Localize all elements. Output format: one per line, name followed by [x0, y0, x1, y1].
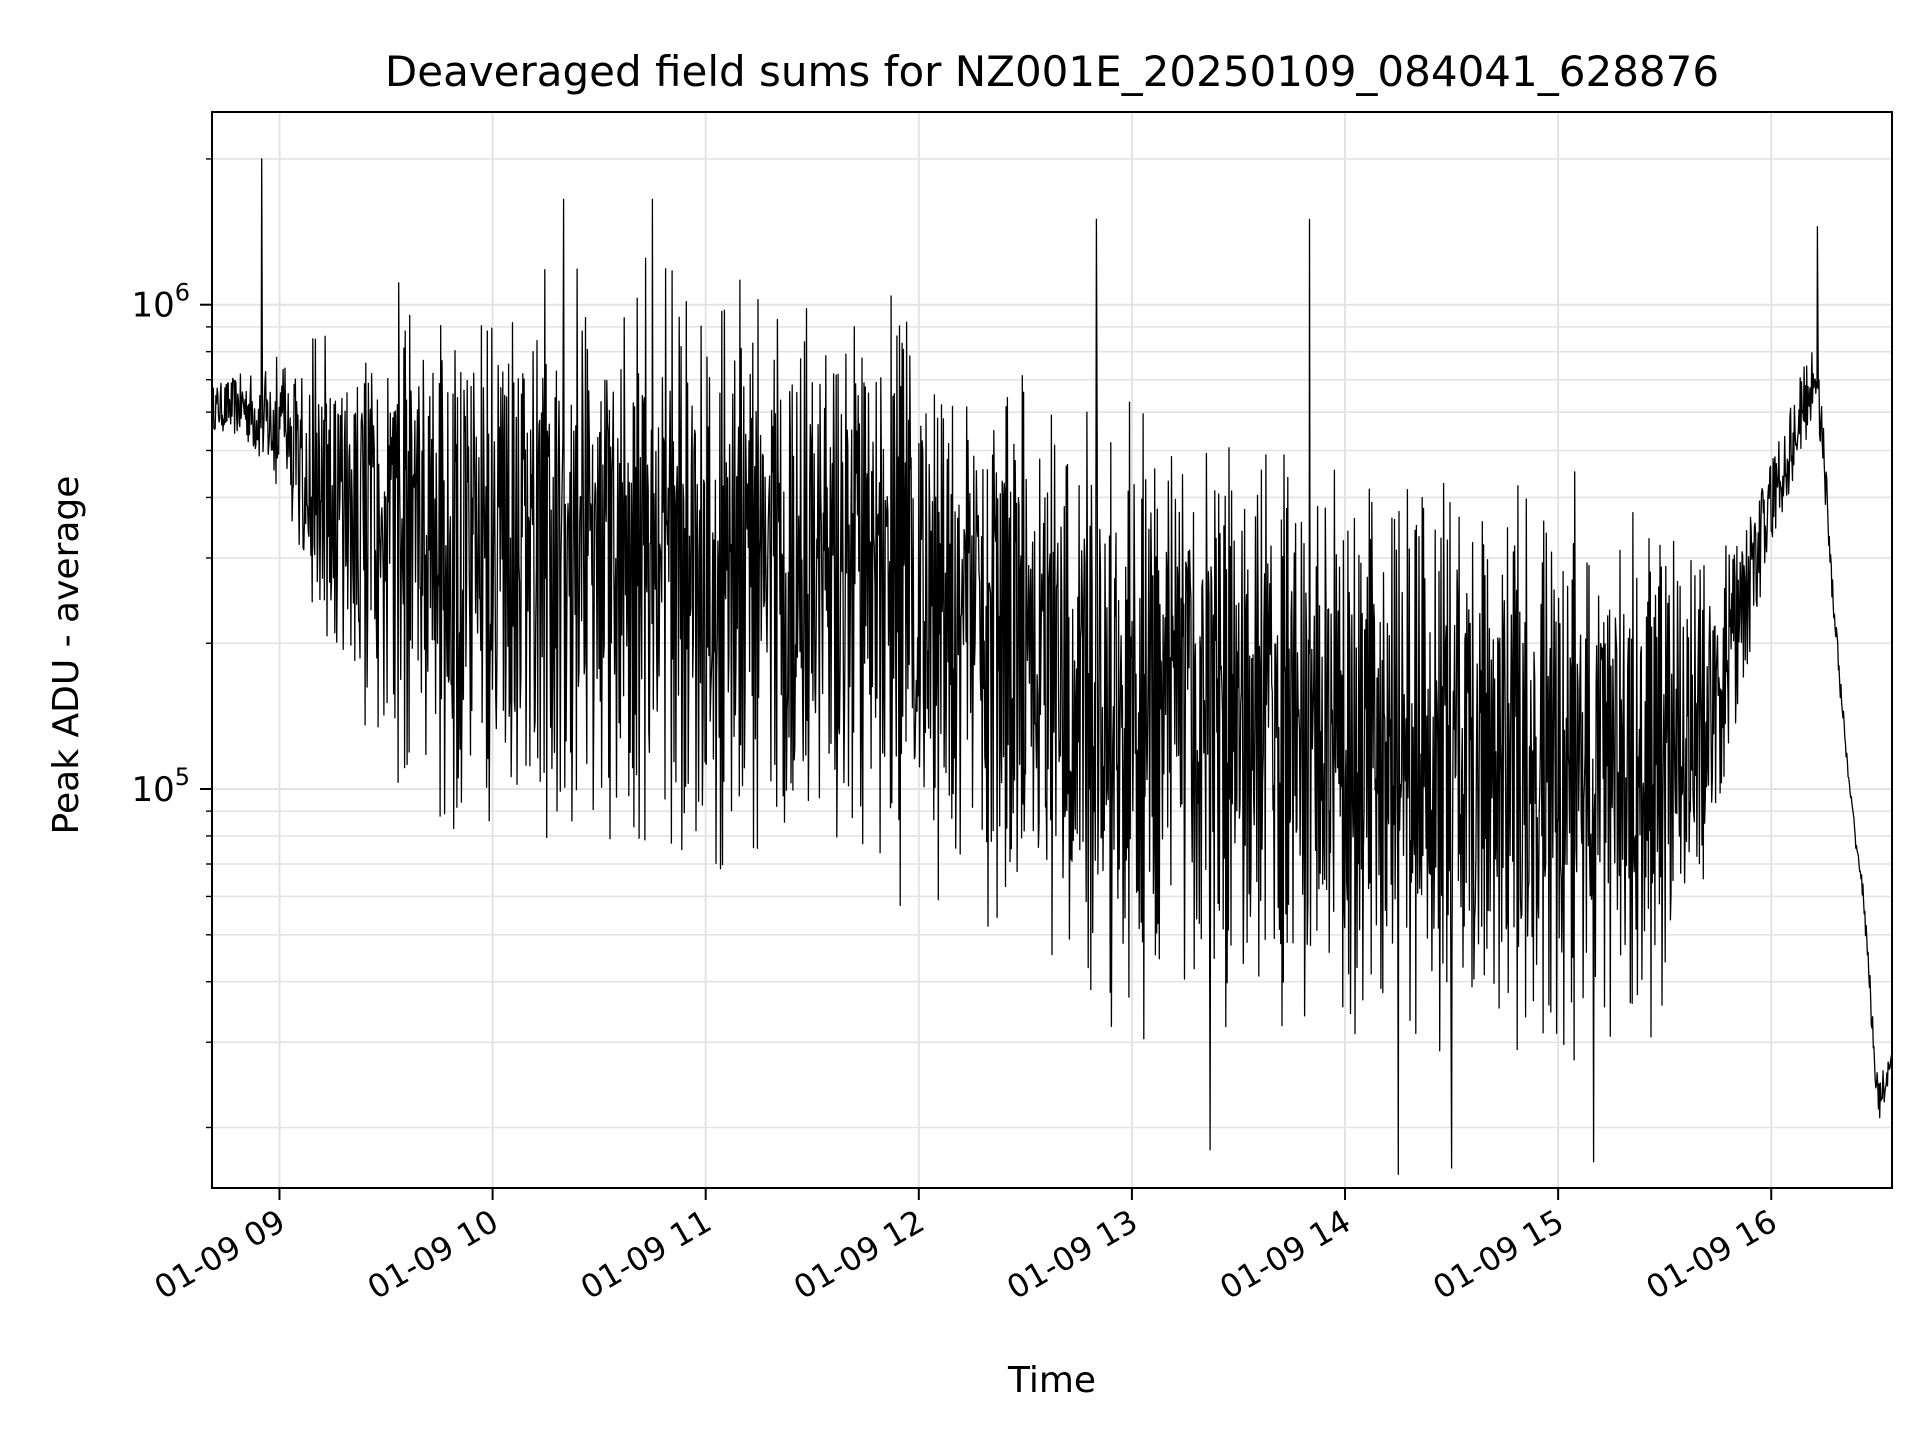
- y-tick-exponent: 6: [175, 279, 190, 307]
- y-tick-base: 10: [131, 286, 174, 326]
- chart-title: Deaveraged field sums for NZ001E_2025010…: [385, 47, 1719, 96]
- y-tick-label: 105: [131, 763, 190, 810]
- y-tick-exponent: 5: [175, 763, 190, 791]
- plot-area-frame: [211, 111, 1893, 1189]
- y-tick-base: 10: [131, 770, 174, 810]
- y-axis-label: Peak ADU - average: [46, 476, 87, 835]
- y-tick-label: 106: [131, 279, 190, 326]
- series-line: [211, 158, 1893, 1176]
- series-layer: [211, 158, 1893, 1176]
- x-axis-label: Time: [1007, 1360, 1096, 1401]
